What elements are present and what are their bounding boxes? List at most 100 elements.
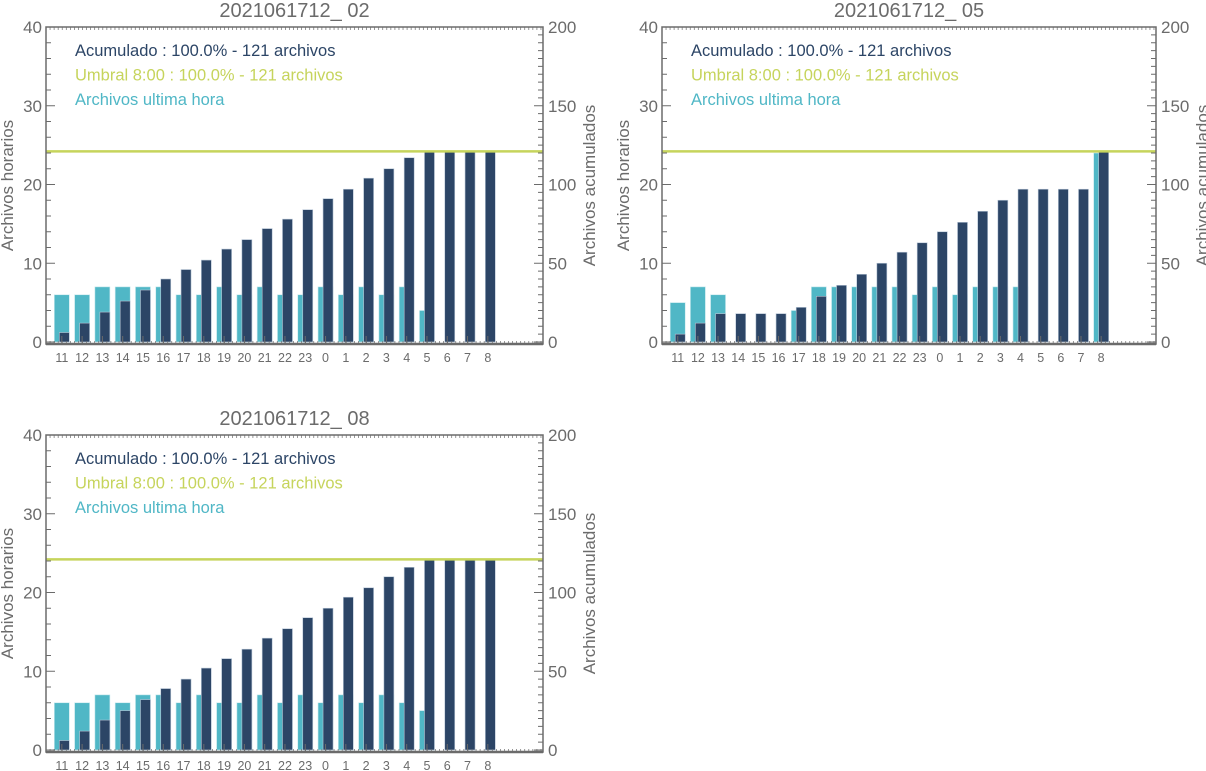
y-axis-label: Archivos horarios bbox=[0, 120, 17, 251]
cumulative-bar bbox=[160, 278, 172, 343]
legend-entry: Umbral 8:00 : 100.0% - 121 archivos bbox=[691, 67, 959, 85]
cumulative-bar bbox=[241, 648, 253, 751]
y2-tick-label: 0 bbox=[548, 333, 557, 352]
y2-axis-label: Archivos acumulados bbox=[1193, 105, 1206, 267]
y2-tick-label: 200 bbox=[1161, 18, 1189, 37]
x-tick-label: 0 bbox=[322, 351, 329, 365]
cumulative-bar bbox=[119, 710, 131, 751]
y2-tick-label: 50 bbox=[1161, 254, 1180, 273]
cumulative-bar bbox=[79, 322, 90, 343]
x-tick-label: 3 bbox=[997, 351, 1004, 365]
cumulative-bar bbox=[695, 322, 706, 343]
cumulative-bar bbox=[363, 177, 374, 343]
cumulative-bar bbox=[79, 730, 90, 751]
cumulative-bar bbox=[363, 587, 374, 751]
cumulative-bar bbox=[403, 566, 415, 751]
cumulative-bar bbox=[674, 333, 686, 343]
x-tick-label: 21 bbox=[258, 351, 272, 365]
x-tick-label: 11 bbox=[671, 351, 684, 365]
x-tick-label: 2 bbox=[363, 759, 370, 771]
y2-axis-label: Archivos acumulados bbox=[580, 105, 599, 267]
cumulative-bar bbox=[140, 289, 151, 343]
x-tick-label: 12 bbox=[75, 351, 89, 365]
cumulative-bar bbox=[444, 151, 456, 343]
cumulative-bar bbox=[59, 332, 70, 343]
x-tick-label: 15 bbox=[136, 351, 150, 365]
x-tick-label: 3 bbox=[383, 351, 390, 365]
x-tick-label: 23 bbox=[298, 351, 312, 365]
cumulative-bar bbox=[343, 596, 354, 751]
cumulative-bar bbox=[322, 198, 334, 343]
x-tick-label: 15 bbox=[751, 351, 765, 365]
y2-axis-label: Archivos acumulados bbox=[580, 513, 599, 675]
x-tick-label: 17 bbox=[177, 759, 191, 771]
cumulative-bar bbox=[302, 617, 314, 751]
cumulative-bar bbox=[261, 637, 273, 751]
y-tick-label: 0 bbox=[649, 333, 658, 352]
cumulative-bar bbox=[1098, 151, 1109, 343]
cumulative-bar bbox=[180, 269, 192, 343]
y2-tick-label: 200 bbox=[548, 18, 576, 37]
x-tick-label: 6 bbox=[444, 351, 451, 365]
x-tick-label: 14 bbox=[731, 351, 745, 365]
x-tick-label: 6 bbox=[444, 759, 451, 771]
x-tick-label: 20 bbox=[852, 351, 866, 365]
cumulative-bar bbox=[201, 259, 212, 343]
x-tick-label: 21 bbox=[258, 759, 272, 771]
x-tick-label: 0 bbox=[322, 759, 329, 771]
x-tick-label: 15 bbox=[136, 759, 150, 771]
chart-title: 2021061712_ 05 bbox=[834, 0, 984, 22]
y2-tick-label: 200 bbox=[548, 426, 576, 445]
cumulative-bar bbox=[221, 248, 232, 343]
chart-title: 2021061712_ 02 bbox=[219, 0, 369, 22]
cumulative-bar bbox=[997, 199, 1009, 343]
y-tick-label: 30 bbox=[23, 505, 42, 524]
cumulative-bar bbox=[282, 218, 293, 343]
y-tick-label: 20 bbox=[23, 176, 42, 195]
y2-tick-label: 100 bbox=[1161, 176, 1189, 195]
y2-tick-label: 0 bbox=[548, 741, 557, 760]
cumulative-bar bbox=[896, 251, 908, 343]
cumulative-bar bbox=[302, 209, 314, 343]
cumulative-bar bbox=[261, 228, 273, 343]
x-tick-label: 8 bbox=[1098, 351, 1105, 365]
x-tick-label: 18 bbox=[197, 759, 211, 771]
cumulative-bar bbox=[795, 307, 807, 343]
x-tick-label: 6 bbox=[1057, 351, 1064, 365]
y2-tick-label: 150 bbox=[548, 505, 576, 524]
y2-tick-label: 100 bbox=[548, 584, 576, 603]
legend-entry: Archivos ultima hora bbox=[691, 91, 841, 109]
y-tick-label: 40 bbox=[23, 18, 42, 37]
cumulative-bar bbox=[180, 678, 192, 751]
cumulative-bar bbox=[957, 222, 968, 343]
x-tick-label: 0 bbox=[936, 351, 943, 365]
cumulative-bar bbox=[715, 313, 726, 343]
cumulative-bar bbox=[1078, 188, 1089, 343]
legend-entry: Acumulado : 100.0% - 121 archivos bbox=[691, 42, 951, 60]
cumulative-bar bbox=[464, 151, 476, 343]
y2-tick-label: 150 bbox=[548, 97, 576, 116]
cumulative-bar bbox=[343, 188, 354, 343]
x-tick-label: 8 bbox=[484, 759, 491, 771]
legend-entry: Archivos ultima hora bbox=[75, 499, 225, 517]
x-tick-label: 8 bbox=[484, 351, 491, 365]
legend-entry: Acumulado : 100.0% - 121 archivos bbox=[75, 42, 335, 60]
cumulative-bar bbox=[221, 658, 232, 751]
x-tick-label: 16 bbox=[156, 759, 170, 771]
x-tick-label: 11 bbox=[55, 351, 68, 365]
cumulative-bar bbox=[1058, 188, 1069, 343]
cumulative-bar bbox=[282, 628, 293, 751]
x-tick-label: 12 bbox=[75, 759, 89, 771]
x-tick-label: 5 bbox=[1037, 351, 1044, 365]
cumulative-bar bbox=[383, 576, 395, 751]
x-tick-label: 7 bbox=[464, 759, 471, 771]
x-tick-label: 19 bbox=[217, 759, 231, 771]
x-tick-label: 13 bbox=[711, 351, 725, 365]
x-tick-label: 23 bbox=[913, 351, 927, 365]
cumulative-bar bbox=[977, 210, 988, 343]
cumulative-bar bbox=[735, 313, 747, 343]
cumulative-bar bbox=[836, 284, 847, 343]
cumulative-bar bbox=[140, 699, 151, 751]
cumulative-bar bbox=[99, 719, 111, 751]
